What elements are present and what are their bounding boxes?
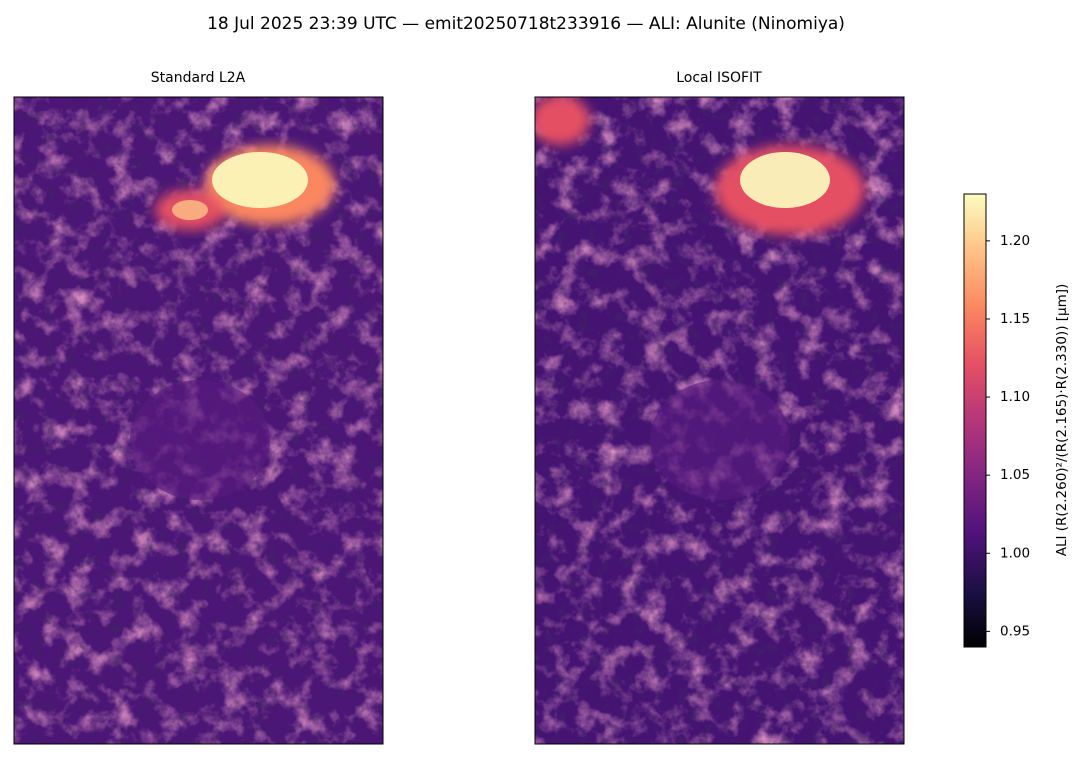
image-panel <box>535 97 904 744</box>
panel-title: Standard L2A <box>151 70 246 86</box>
colorbar-tick-label: 1.05 <box>1000 467 1030 483</box>
colorbar <box>963 193 987 648</box>
panel-frame <box>534 96 905 745</box>
colorbar-tick-label: 1.20 <box>1000 233 1030 249</box>
colorbar-tick-label: 0.95 <box>1000 623 1030 639</box>
figure-title: 18 Jul 2025 23:39 UTC — emit20250718t233… <box>207 14 845 34</box>
colorbar-tick-label: 1.00 <box>1000 545 1030 561</box>
image-panel <box>14 97 383 744</box>
colorbar-tick-label: 1.10 <box>1000 389 1030 405</box>
colorbar-tick-label: 1.15 <box>1000 311 1030 327</box>
panel-frame <box>13 96 384 745</box>
colorbar-label: ALI (R(2.260)²/(R(2.165)·R(2.330)) [μm]) <box>1054 284 1070 557</box>
panel-title: Local ISOFIT <box>676 70 762 86</box>
